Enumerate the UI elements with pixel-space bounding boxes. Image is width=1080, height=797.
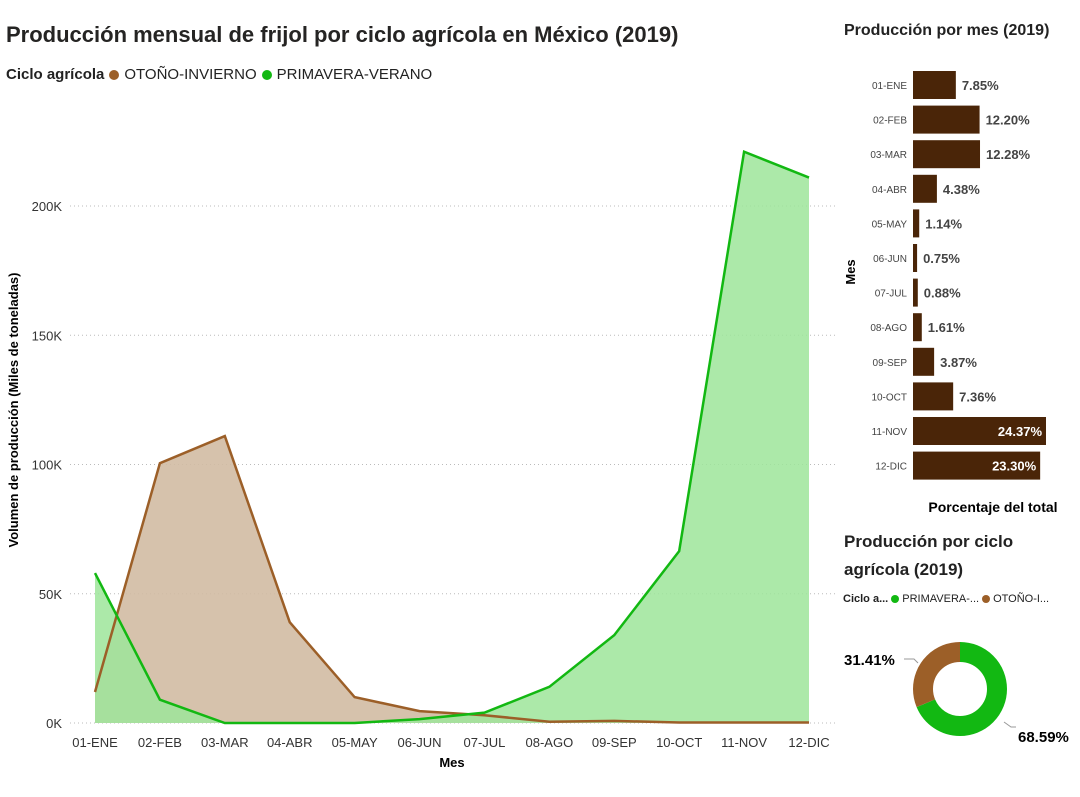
bar-value-label: 7.85%	[962, 78, 999, 93]
bar	[913, 313, 922, 342]
x-tick-label: 04-ABR	[267, 735, 313, 750]
donut-legend-otono[interactable]: OTOÑO-I...	[993, 593, 1050, 605]
bar-value-label: 1.14%	[925, 216, 962, 231]
leader-line	[904, 658, 919, 664]
y-axis-label: Mes	[843, 259, 858, 284]
x-tick-label: 06-JUN	[398, 735, 442, 750]
x-tick-label: 12-DIC	[788, 735, 829, 750]
donut-legend-dot-primavera	[891, 595, 900, 603]
x-tick-label: 08-AGO	[526, 735, 574, 750]
bar-value-label: 4.38%	[943, 182, 980, 197]
y-axis-label: Volumen de producción (Miles de tonelada…	[6, 273, 21, 548]
area-otono	[95, 436, 809, 723]
bar-category-label: 07-JUL	[875, 289, 908, 300]
main-chart-title: Producción mensual de frijol por ciclo a…	[6, 22, 679, 47]
bar-category-label: 09-SEP	[873, 358, 908, 369]
x-axis-label: Porcentaje del total	[928, 499, 1057, 515]
legend-item-otono[interactable]: OTOÑO-INVIERNO	[124, 66, 257, 83]
bar	[913, 71, 956, 99]
bar	[913, 451, 1041, 480]
x-axis-label: Mes	[439, 755, 464, 770]
bar-category-label: 05-MAY	[872, 219, 908, 230]
bar-category-label: 02-FEB	[873, 116, 907, 127]
bar-value-label: 3.87%	[940, 355, 977, 370]
legend-item-primavera[interactable]: PRIMAVERA-VERANO	[276, 66, 433, 83]
x-tick-label: 05-MAY	[332, 735, 378, 750]
legend-title: Ciclo agrícola	[6, 66, 105, 83]
bar	[913, 278, 918, 307]
bar	[913, 347, 935, 376]
bar-category-label: 01-ENE	[872, 81, 907, 92]
donut-legend-primavera[interactable]: PRIMAVERA-...	[902, 593, 980, 605]
y-tick-label: 200K	[32, 199, 63, 214]
donut-slice-otono	[913, 642, 1007, 736]
bar-category-label: 12-DIC	[875, 462, 907, 473]
y-tick-label: 150K	[32, 328, 63, 343]
bar-value-label: 24.37%	[998, 424, 1043, 439]
donut-label-otono: 31.41%	[844, 652, 895, 669]
bar-value-label: 12.20%	[986, 113, 1031, 128]
x-tick-label: 10-OCT	[656, 735, 702, 750]
legend-dot-otono	[109, 69, 120, 80]
bar	[913, 105, 980, 134]
bar	[913, 174, 937, 203]
bar-category-label: 04-ABR	[872, 185, 907, 196]
bar	[913, 382, 954, 411]
bar-value-label: 7.36%	[959, 389, 996, 404]
donut-legend: Ciclo a... PRIMAVERA-... OTOÑO-I...	[843, 593, 1049, 605]
y-tick-label: 100K	[32, 458, 63, 473]
y-tick-label: 0K	[46, 716, 62, 731]
x-tick-label: 09-SEP	[592, 735, 637, 750]
donut-chart-title: Producción por ciclo agrícola (2019)	[844, 532, 1014, 579]
bar-value-label: 0.88%	[924, 286, 961, 301]
bar-chart: 01-ENE 7.85% 02-FEB 12.20% 03-MAR 12.28% 04-AB…	[843, 71, 1058, 515]
main-legend: Ciclo agrícola OTOÑO-INVIERNO PRIMAVERA-…	[6, 66, 432, 83]
x-tick-label: 01-ENE	[72, 735, 118, 750]
donut-legend-dot-otono	[982, 595, 991, 603]
x-tick-label: 03-MAR	[201, 735, 249, 750]
donut-label-primavera: 68.59%	[1018, 729, 1069, 746]
bar	[913, 244, 918, 272]
line-primavera	[93, 149, 810, 725]
area-primavera	[95, 151, 809, 724]
bar-category-label: 03-MAR	[870, 150, 907, 161]
bar-chart-title: Producción por mes (2019)	[844, 22, 1050, 39]
bar-value-label: 23.30%	[992, 459, 1037, 474]
bar-category-label: 06-JUN	[873, 254, 907, 265]
bar-category-label: 11-NOV	[872, 427, 908, 438]
bar	[913, 209, 920, 238]
x-tick-label: 07-JUL	[463, 735, 505, 750]
bar	[913, 417, 1046, 445]
bar-value-label: 1.61%	[928, 320, 965, 335]
y-tick-label: 50K	[39, 587, 62, 602]
bar-value-label: 12.28%	[986, 147, 1031, 162]
bar-category-label: 10-OCT	[871, 392, 907, 403]
donut-chart: 68.59% 31.41%	[844, 642, 1069, 746]
bar	[913, 140, 981, 169]
line-otono	[93, 434, 809, 724]
leader-line	[1003, 721, 1016, 728]
x-tick-label: 02-FEB	[138, 735, 182, 750]
x-tick-label: 11-NOV	[721, 735, 767, 750]
donut-legend-title: Ciclo a...	[843, 593, 889, 605]
area-chart: 0K 50K 100K 150K 200K 01-ENE 02-FEB 03-MAR 04-AB…	[6, 149, 835, 770]
legend-dot-primavera	[261, 69, 272, 80]
bar-value-label: 0.75%	[923, 251, 960, 266]
bar-category-label: 08-AGO	[870, 323, 907, 334]
